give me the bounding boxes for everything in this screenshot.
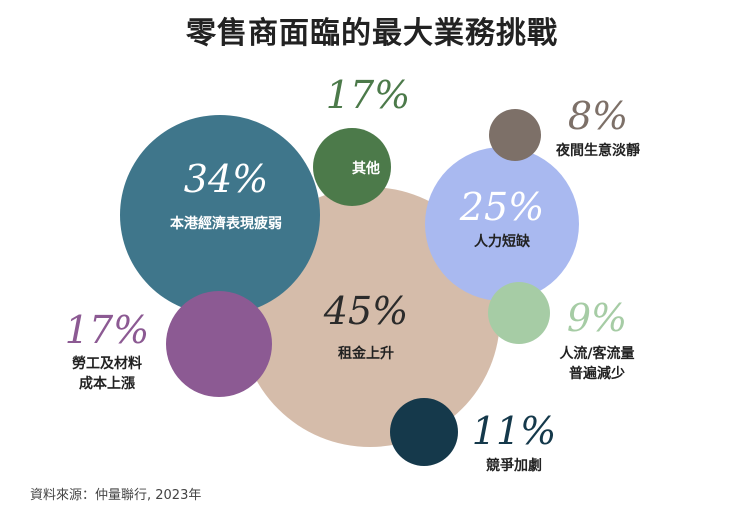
- bubble-label-3: 其他: [352, 160, 380, 177]
- bubble-label-5: 人力短缺: [474, 233, 531, 250]
- bubble-label-7: 人流/客流量普遍減少: [559, 345, 634, 382]
- bubble-3: [313, 128, 391, 206]
- bubble-5: [425, 147, 579, 301]
- bubble-4: [489, 109, 541, 161]
- bubble-label-8: 競爭加劇: [486, 457, 542, 474]
- bubble-6: [166, 291, 272, 397]
- bubble-value-5: 25%: [459, 185, 544, 229]
- bubble-7: [488, 282, 550, 344]
- bubble-label-2: 租金上升: [338, 345, 394, 362]
- bubble-label-4: 夜間生意淡靜: [555, 142, 640, 159]
- bubble-1: [120, 115, 320, 315]
- bubble-8: [390, 398, 458, 466]
- bubble-value-6: 17%: [65, 308, 149, 352]
- bubble-value-2: 45%: [323, 289, 408, 333]
- bubble-label-1: 本港經濟表現疲弱: [170, 215, 282, 232]
- bubble-value-8: 11%: [472, 409, 556, 453]
- bubble-label-6: 勞工及材料成本上漲: [72, 355, 142, 392]
- bubble-value-1: 34%: [184, 157, 268, 201]
- bubble-value-4: 8%: [568, 94, 628, 138]
- chart-title: 零售商面臨的最大業務挑戰: [186, 16, 558, 51]
- source-note: 資料來源：仲量聯行, 2023年: [30, 488, 202, 503]
- bubble-value-3: 17%: [326, 73, 410, 117]
- bubble-value-7: 9%: [567, 296, 627, 340]
